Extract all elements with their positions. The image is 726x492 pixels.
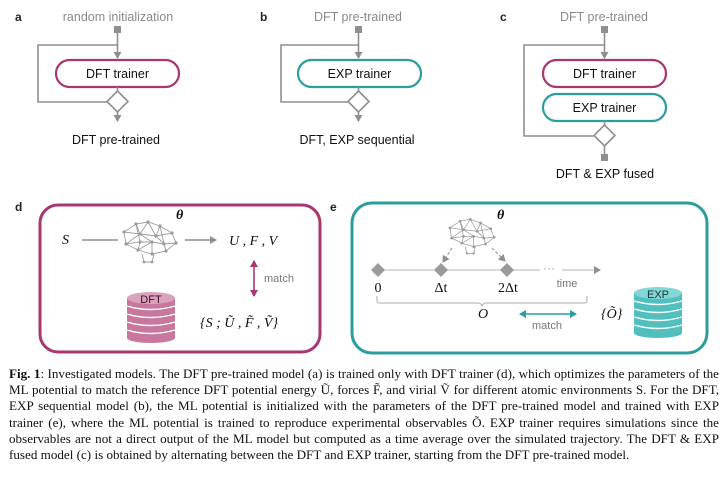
- panel-letter: b: [260, 10, 267, 24]
- panel-letter: a: [15, 10, 22, 24]
- dft-database-icon: DFT: [126, 292, 176, 343]
- output-label: DFT & EXP fused: [556, 167, 654, 181]
- time-label: time: [557, 278, 578, 290]
- timestep-2: [500, 263, 514, 277]
- output-node: [601, 154, 608, 161]
- force-arrow-1: [442, 247, 453, 263]
- caption-text: : Investigated models. The DFT pre-train…: [9, 366, 719, 463]
- input-node: [355, 26, 362, 33]
- reference-label: {S ; Ũ , F̃ , Ṽ}: [200, 314, 278, 331]
- panel-a: a random initialization DFT trainer DFT …: [15, 10, 181, 147]
- tick-dt: Δt: [435, 281, 448, 296]
- reference-label: {Õ}: [601, 305, 623, 322]
- timestep-0: [371, 263, 385, 277]
- panel-letter: c: [500, 10, 507, 24]
- figure-canvas: a random initialization DFT trainer DFT …: [15, 10, 709, 355]
- dft-database-label: DFT: [140, 294, 162, 306]
- input-node: [114, 26, 121, 33]
- theta-label: θ: [497, 208, 505, 223]
- ellipsis-dots: ···: [543, 261, 555, 275]
- observable-o: O: [478, 307, 488, 322]
- exp-trainer-label: EXP trainer: [328, 67, 392, 81]
- exp-trainer-panel: [350, 201, 709, 355]
- panel-e: e θ ··· 0 Δt 2Δt time O match {Õ} EXP: [330, 200, 709, 355]
- tick-2dt: 2Δt: [498, 281, 518, 296]
- figure-caption: Fig. 1: Investigated models. The DFT pre…: [9, 366, 719, 463]
- dft-trainer-panel: [38, 203, 322, 354]
- feedback-loop: [37, 33, 119, 103]
- caption-label: Fig. 1: [9, 366, 41, 381]
- input-label: random initialization: [63, 10, 174, 24]
- timestep-1: [434, 263, 448, 277]
- predictions-label: U , F , V: [229, 234, 279, 249]
- panel-letter: d: [15, 200, 22, 214]
- tick-0: 0: [375, 281, 382, 296]
- match-label: match: [532, 320, 562, 332]
- output-label: DFT pre-trained: [72, 133, 160, 147]
- panel-letter: e: [330, 200, 337, 214]
- input-node: [601, 26, 608, 33]
- input-label: DFT pre-trained: [560, 10, 648, 24]
- dft-trainer-label: DFT trainer: [573, 67, 636, 81]
- panel-b: b DFT pre-trained EXP trainer DFT, EXP s…: [260, 10, 423, 147]
- input-label: DFT pre-trained: [314, 10, 402, 24]
- dft-trainer-box: [541, 58, 668, 89]
- theta-label: θ: [176, 208, 184, 223]
- dft-trainer-label: DFT trainer: [86, 67, 149, 81]
- exp-database-icon: EXP: [633, 287, 683, 338]
- force-arrow-2: [491, 247, 506, 262]
- decision-diamond: [346, 89, 371, 114]
- panel-c: c DFT pre-trained DFT trainer EXP traine…: [500, 10, 668, 181]
- exp-trainer-box: [296, 58, 423, 89]
- exp-database-label: EXP: [647, 289, 669, 301]
- output-label: DFT, EXP sequential: [299, 133, 414, 147]
- time-average-brace: [376, 296, 588, 308]
- panel-d: d S θ U , F , V match DFT {S ; Ũ , F̃ , …: [15, 200, 322, 354]
- feedback-loop: [280, 33, 360, 103]
- exp-trainer-label: EXP trainer: [573, 101, 637, 115]
- feedback-loop: [523, 33, 606, 137]
- match-label: match: [264, 273, 294, 285]
- decision-diamond: [105, 89, 130, 114]
- decision-diamond: [592, 123, 617, 148]
- input-s: S: [62, 233, 69, 248]
